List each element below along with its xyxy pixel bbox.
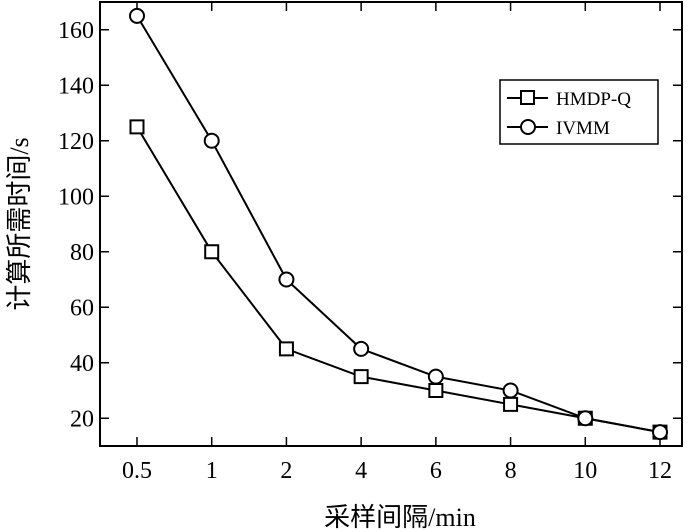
data-point-hmdp-q bbox=[353, 369, 369, 385]
y-tick-label: 20 bbox=[70, 406, 94, 432]
y-tick-label: 160 bbox=[58, 18, 94, 44]
data-point-hmdp-q bbox=[278, 341, 294, 357]
y-tick-label: 140 bbox=[58, 73, 94, 99]
y-tick-label: 100 bbox=[58, 184, 94, 210]
x-tick-label: 4 bbox=[355, 458, 367, 484]
x-tick-label: 12 bbox=[648, 458, 672, 484]
legend-marker-circle bbox=[520, 119, 536, 135]
legend-entry-hmdp-q: HMDP-Q bbox=[507, 89, 631, 110]
data-point-ivmm bbox=[427, 368, 444, 385]
data-point-ivmm bbox=[278, 271, 295, 288]
x-tick-label: 6 bbox=[430, 458, 442, 484]
data-point-ivmm bbox=[353, 340, 370, 357]
plot-area bbox=[99, 1, 683, 447]
series-hmdp-q bbox=[129, 119, 668, 440]
series-line-ivmm bbox=[136, 15, 661, 434]
x-tick-label: 1 bbox=[206, 458, 218, 484]
series-line-hmdp-q bbox=[136, 126, 661, 434]
data-point-hmdp-q bbox=[129, 119, 145, 135]
y-axis-title: 计算所需时间/s bbox=[5, 137, 34, 310]
x-axis-ticks: 0.5 1 2 4 6 8 10 12 bbox=[122, 2, 672, 484]
x-tick-label: 10 bbox=[573, 458, 597, 484]
legend-marker-square bbox=[520, 90, 535, 105]
data-point-hmdp-q bbox=[204, 244, 220, 260]
data-point-ivmm bbox=[652, 424, 668, 441]
data-point-ivmm bbox=[203, 132, 220, 149]
x-tick-label: 8 bbox=[505, 458, 517, 484]
data-point-hmdp-q bbox=[428, 383, 444, 398]
x-tick-label: 0.5 bbox=[122, 458, 152, 484]
y-axis-ticks: 20 40 60 80 100 120 140 160 bbox=[58, 18, 682, 432]
series-layer bbox=[129, 7, 668, 441]
x-tick-label: 2 bbox=[280, 458, 292, 484]
y-tick-label: 40 bbox=[70, 351, 94, 377]
series-ivmm bbox=[129, 7, 668, 441]
legend-label-ivmm: IVMM bbox=[556, 118, 610, 139]
y-tick-label: 120 bbox=[58, 129, 94, 155]
data-point-ivmm bbox=[502, 382, 519, 399]
data-point-ivmm bbox=[129, 7, 145, 24]
data-point-hmdp-q bbox=[503, 396, 519, 412]
y-tick-label: 80 bbox=[70, 240, 94, 266]
data-point-ivmm bbox=[577, 410, 594, 427]
plot-frame bbox=[99, 1, 683, 447]
legend: HMDP-Q IVMM bbox=[499, 79, 659, 145]
legend-label-hmdp-q: HMDP-Q bbox=[556, 89, 631, 110]
legend-entry-ivmm: IVMM bbox=[507, 118, 610, 139]
x-axis-title: 采样间隔/min bbox=[324, 503, 476, 532]
y-tick-label: 60 bbox=[70, 295, 94, 321]
